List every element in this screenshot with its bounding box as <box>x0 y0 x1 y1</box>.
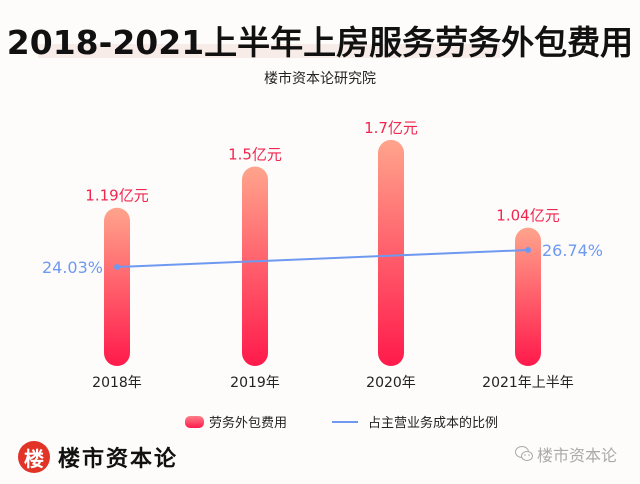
legend-label: 占主营业务成本的比例 <box>368 416 499 431</box>
chart-subtitle: 楼市资本论研究院 <box>264 71 376 87</box>
bar-2018年 <box>104 207 130 366</box>
bar-swatch-icon <box>185 415 204 428</box>
chart-canvas: 1.19亿元 2018年 1.5亿元 2019年 1.7亿元 2020年 1.04亿元 202… <box>42 119 603 391</box>
x-tick-label: 2021年上半年 <box>482 375 574 391</box>
legend-item-bar: 劳务外包费用 <box>185 412 287 431</box>
bar-2021年上半年 <box>515 227 541 366</box>
watermark-text: 楼市资本论 <box>537 446 618 465</box>
wechat-icon <box>515 446 533 461</box>
legend-label: 劳务外包费用 <box>209 416 288 431</box>
ratio-point <box>114 264 120 270</box>
ratio-point <box>525 247 531 253</box>
bar-value-label: 1.5亿元 <box>228 146 282 164</box>
ratio-label: 26.74% <box>542 241 603 260</box>
brand-logo-icon: 楼 <box>18 441 50 473</box>
chart-title: 2018-2021上半年上房服务劳务外包费用 <box>6 23 634 62</box>
ratio-label: 24.03% <box>42 258 103 277</box>
bar-2019年 <box>242 166 268 366</box>
brand-name: 楼市资本论 <box>58 446 179 472</box>
chart-legend: 劳务外包费用 占主营业务成本的比例 <box>0 412 640 432</box>
x-tick-label: 2018年 <box>92 375 142 391</box>
bar-value-label: 1.7亿元 <box>364 119 418 137</box>
wechat-watermark: 楼市资本论 <box>514 442 617 466</box>
title-highlight <box>38 44 500 58</box>
legend-item-line: 占主营业务成本的比例 <box>332 412 498 431</box>
bar-2020年 <box>378 139 404 366</box>
line-swatch-icon <box>332 420 358 423</box>
brand-logo-block: 楼 楼市资本论 <box>18 441 178 473</box>
x-tick-label: 2019年 <box>230 375 280 391</box>
x-tick-label: 2020年 <box>366 375 416 391</box>
ratio-line <box>116 249 529 268</box>
bar-value-label: 1.19亿元 <box>85 187 148 205</box>
bar-value-label: 1.04亿元 <box>496 207 559 225</box>
